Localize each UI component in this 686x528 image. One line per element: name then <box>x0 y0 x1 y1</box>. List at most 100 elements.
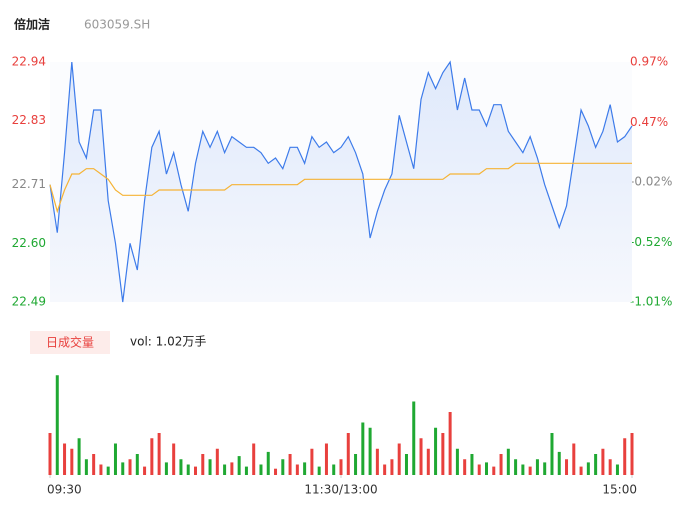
y-tick-label: 22.83 <box>12 113 46 127</box>
volume-bar <box>208 459 212 475</box>
volume-bar <box>492 466 496 475</box>
volume-bar <box>106 466 110 475</box>
y2-tick-label: -0.52% <box>630 235 672 249</box>
volume-bar <box>470 454 474 475</box>
volume-bar <box>434 427 438 475</box>
x-tick-label: 09:30 <box>47 483 82 497</box>
price-area <box>50 62 632 302</box>
volume-bar <box>164 462 168 475</box>
y2-tick-label: 0.97% <box>630 55 668 69</box>
volume-bar <box>48 433 52 475</box>
volume-bar <box>295 464 299 475</box>
y-tick-label: 22.60 <box>12 236 46 250</box>
volume-bar <box>339 459 343 475</box>
volume-bar <box>368 427 372 475</box>
volume-bar <box>179 459 183 475</box>
volume-bar <box>506 448 510 475</box>
title: 倍加洁 <box>14 17 50 32</box>
volume-bar <box>194 466 197 475</box>
volume-bar <box>615 464 619 475</box>
volume-bar <box>390 459 394 475</box>
volume-bar <box>499 454 503 475</box>
y-tick-label: 22.71 <box>12 177 46 191</box>
volume-bar <box>354 454 358 475</box>
volume-bar <box>608 459 612 475</box>
volume-bar <box>601 448 605 475</box>
volume-bar <box>346 433 350 475</box>
volume-bar <box>317 466 321 475</box>
volume-bar <box>572 443 576 475</box>
volume-bar <box>630 433 634 475</box>
volume-bar <box>121 462 125 475</box>
y2-tick-label: -0.02% <box>630 175 672 189</box>
volume-bar <box>543 462 547 475</box>
volume-bar <box>223 464 227 475</box>
volume-bar <box>426 448 430 475</box>
volume-bar <box>448 412 452 475</box>
y2-tick-label: -1.01% <box>630 295 672 309</box>
volume-bar <box>485 462 488 475</box>
volume-bar <box>514 459 518 475</box>
volume-bar <box>375 448 379 475</box>
volume-bar <box>150 438 154 475</box>
volume-bar <box>324 443 328 475</box>
volume-bar <box>244 466 248 475</box>
volume-bar <box>281 459 285 475</box>
volume-bar <box>535 459 539 475</box>
volume-text: vol: 1.02万手 <box>130 335 206 349</box>
volume-bar <box>477 464 481 475</box>
volume-bar <box>157 433 161 475</box>
subtitle: 603059.SH <box>84 18 150 32</box>
volume-bar <box>77 438 81 475</box>
volume-bar <box>463 459 467 475</box>
volume-bar <box>565 459 569 475</box>
volume-bar <box>288 454 292 475</box>
volume-bar <box>135 454 139 475</box>
volume-bar <box>557 451 561 475</box>
x-tick-label: 11:30/13:00 <box>304 483 377 497</box>
volume-bar <box>419 438 423 475</box>
volume-bar <box>259 464 263 475</box>
volume-bar <box>113 443 117 475</box>
volume-bar <box>455 448 459 475</box>
volume-bar <box>594 454 598 475</box>
y2-tick-label: 0.47% <box>630 115 668 129</box>
volume-bar <box>579 466 583 475</box>
volume-bar <box>397 443 401 475</box>
volume-bar <box>623 438 627 475</box>
volume-badge <box>30 331 110 354</box>
price-line <box>49 60 633 303</box>
volume-bar <box>55 375 59 475</box>
volume-bar <box>252 443 256 475</box>
volume-bar <box>412 401 416 475</box>
volume-bar <box>550 433 554 475</box>
y-tick-label: 22.94 <box>12 55 46 69</box>
volume-bar <box>201 454 205 475</box>
volume-bar <box>186 464 190 475</box>
volume-bar <box>237 456 241 475</box>
volume-bar <box>63 443 67 475</box>
volume-bar <box>172 443 176 475</box>
volume-bar <box>143 466 147 475</box>
volume-bar <box>310 448 314 475</box>
y-tick-label: 22.49 <box>12 295 46 309</box>
volume-bar <box>332 464 336 475</box>
volume-bar <box>441 433 445 475</box>
x-tick-label: 15:00 <box>602 483 637 497</box>
volume-bar <box>266 451 270 475</box>
volume-bar <box>528 466 532 475</box>
volume-bar <box>128 459 132 475</box>
volume-bar <box>70 448 74 475</box>
volume-bar <box>84 459 88 475</box>
volume-bar <box>586 462 590 475</box>
average-line <box>49 162 632 214</box>
volume-bar <box>383 464 387 475</box>
volume-label: 日成交量 <box>46 335 94 350</box>
volume-bar <box>303 462 307 475</box>
volume-bar <box>92 454 96 475</box>
volume-bar <box>521 464 525 475</box>
volume-bar <box>215 448 219 475</box>
volume-bar <box>404 454 408 475</box>
volume-bar <box>274 468 278 475</box>
